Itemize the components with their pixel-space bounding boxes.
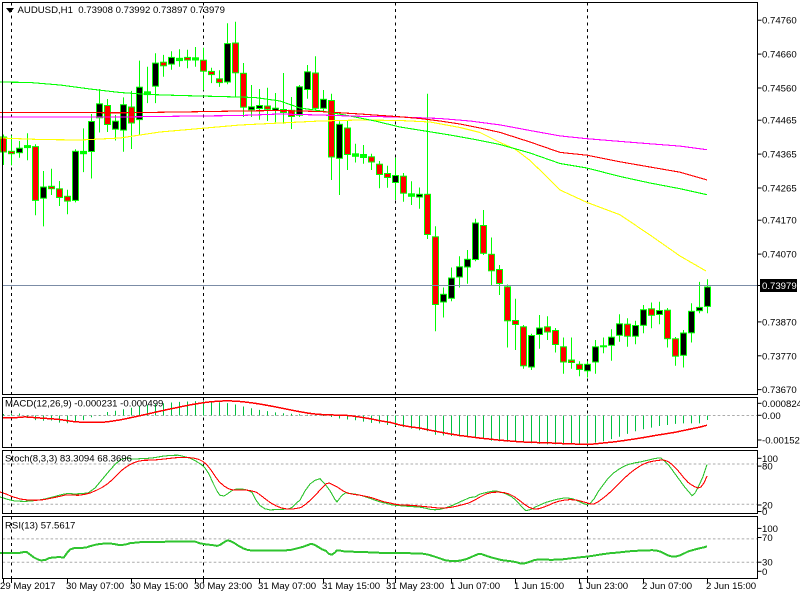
svg-text:0: 0 [762, 507, 767, 518]
svg-text:0.74365: 0.74365 [762, 150, 797, 161]
svg-text:31 May 15:00: 31 May 15:00 [322, 581, 380, 592]
svg-text:Stoch(8,3,3) 83.3094 68.3696: Stoch(8,3,3) 83.3094 68.3696 [5, 454, 132, 465]
svg-text:100: 100 [762, 524, 778, 535]
svg-text:2 Jun 15:00: 2 Jun 15:00 [706, 581, 756, 592]
svg-text:0.74465: 0.74465 [762, 116, 797, 127]
svg-text:70: 70 [762, 533, 773, 544]
svg-text:0: 0 [762, 567, 767, 578]
svg-text:0.73770: 0.73770 [762, 351, 797, 362]
svg-text:0.73670: 0.73670 [762, 385, 797, 396]
svg-text:-0.0015250: -0.0015250 [762, 436, 800, 447]
svg-text:0.000824: 0.000824 [762, 399, 800, 410]
svg-text:0.00: 0.00 [762, 411, 781, 422]
svg-text:30: 30 [762, 558, 773, 569]
svg-text:1 Jun 23:00: 1 Jun 23:00 [578, 581, 628, 592]
svg-text:0.74560: 0.74560 [762, 84, 797, 95]
svg-text:1 Jun 07:00: 1 Jun 07:00 [450, 581, 500, 592]
svg-text:80: 80 [762, 462, 773, 473]
svg-text:31 May 07:00: 31 May 07:00 [258, 581, 316, 592]
svg-text:29 May 2017: 29 May 2017 [0, 581, 55, 592]
svg-text:30 May 15:00: 30 May 15:00 [130, 581, 188, 592]
svg-text:2 Jun 07:00: 2 Jun 07:00 [642, 581, 692, 592]
svg-text:100: 100 [762, 454, 778, 465]
svg-text:30 May 23:00: 30 May 23:00 [194, 581, 252, 592]
svg-text:0.73870: 0.73870 [762, 317, 797, 328]
svg-text:0.74070: 0.74070 [762, 250, 797, 261]
svg-text:31 May 23:00: 31 May 23:00 [386, 581, 444, 592]
svg-text:0.73979: 0.73979 [762, 281, 797, 292]
svg-text:0.74170: 0.74170 [762, 216, 797, 227]
svg-text:0.74265: 0.74265 [762, 184, 797, 195]
svg-text:20: 20 [762, 501, 773, 512]
svg-text:1 Jun 15:00: 1 Jun 15:00 [514, 581, 564, 592]
svg-text:RSI(13) 57.5617: RSI(13) 57.5617 [5, 521, 75, 532]
svg-text:0.74760: 0.74760 [762, 16, 797, 27]
svg-text:30 May 07:00: 30 May 07:00 [66, 581, 124, 592]
svg-text:0.74660: 0.74660 [762, 50, 797, 61]
svg-text:AUDUSD,H1 0.73908 0.73992 0.7: AUDUSD,H1 0.73908 0.73992 0.73897 0.7397… [18, 5, 225, 16]
svg-text:MACD(12,26,9) -0.000231 -0.000: MACD(12,26,9) -0.000231 -0.000499 [5, 399, 163, 410]
